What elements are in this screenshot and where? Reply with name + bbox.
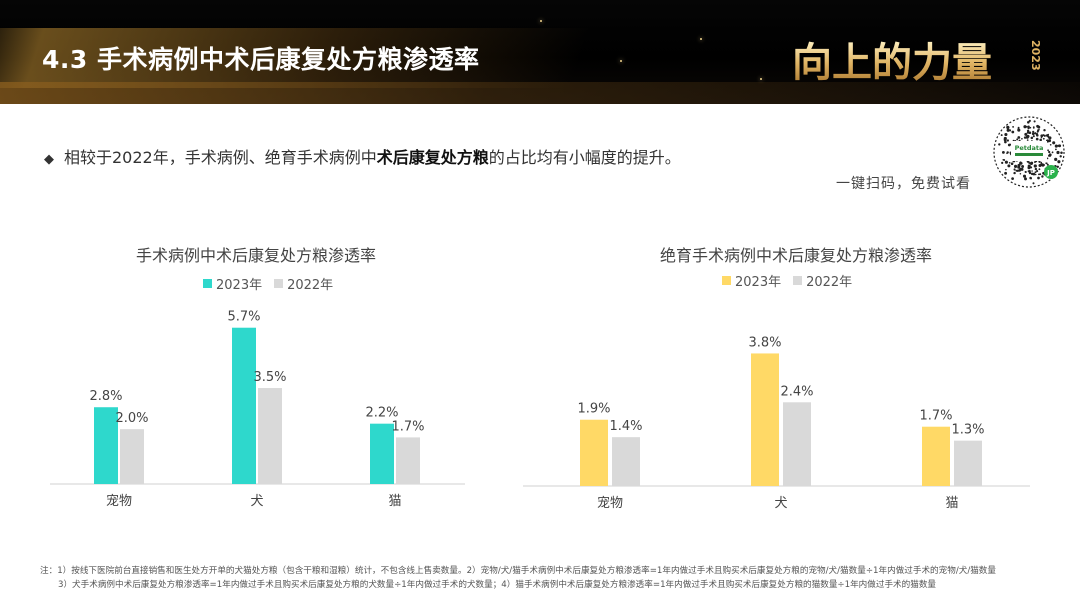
legend-item-2022: 2022年 (793, 271, 852, 290)
chart-2-title: 绝育手术病例中术后康复处方粮渗透率 (660, 246, 933, 265)
chart-1-data-label: 2.0% (115, 411, 148, 426)
qr-badge-text: JP (1046, 169, 1055, 177)
legend-label-2023: 2023年 (735, 275, 782, 290)
chart-2-category-label: 猫 (945, 496, 958, 511)
chart-2-bar-2022-2 (954, 440, 982, 486)
summary-bullet: ◆ 相较于2022年，手术病例、绝育手术病例中术后康复处方粮的占比均有小幅度的提升… (44, 144, 681, 168)
sparkle-decoration (700, 38, 702, 40)
chart-2-bar-2022-1 (783, 402, 811, 486)
chart-1-data-label: 2.2% (365, 406, 398, 421)
summary-text-before: 相较于2022年，手术病例、绝育手术病例中 (64, 148, 377, 167)
chart-2-data-label: 1.3% (951, 423, 984, 438)
chart-2-category-label: 犬 (774, 496, 787, 511)
chart-1-bar-2022-1 (258, 388, 282, 484)
chart-1-title: 手术病例中术后康复处方粮渗透率 (136, 246, 377, 265)
brand-logo-year: 2023 (1029, 40, 1042, 71)
qr-logo-text: Petdata (1015, 144, 1044, 152)
brand-logo: 向上的力量 2023 (792, 40, 1042, 86)
header-gold-strip (0, 82, 1080, 104)
chart-1-category-label: 宠物 (106, 493, 132, 509)
chart-2-data-label: 2.4% (780, 384, 813, 399)
qr-code-icon[interactable]: Petdata JP (993, 116, 1065, 188)
legend-swatch-2022 (793, 276, 803, 285)
header-banner: 4.3 手术病例中术后康复处方粮渗透率 向上的力量 2023 (0, 0, 1080, 104)
chart-2-bar-2023-2 (922, 426, 950, 486)
chart-2-legend: 2023年 2022年 (722, 271, 864, 290)
footnote-line-1: 注：1）按线下医院前台直接销售和医生处方开单的犬猫处方粮（包含干粮和湿粮）统计，… (40, 566, 996, 576)
diamond-bullet-icon: ◆ (44, 152, 54, 167)
legend-swatch-2023 (203, 279, 212, 288)
chart-2-data-label: 3.8% (748, 335, 781, 350)
sparkle-decoration (540, 20, 542, 22)
chart-2-bar-2023-1 (751, 353, 779, 486)
chart-2-category-label: 宠物 (597, 495, 623, 511)
chart-2-data-label: 1.4% (609, 419, 642, 434)
chart-1-legend: 2023年 2022年 (203, 274, 345, 293)
chart-1-bar-2023-1 (232, 327, 256, 484)
sparkle-decoration (760, 78, 762, 80)
legend-item-2023: 2023年 (203, 274, 262, 293)
chart-1-data-label: 3.5% (253, 370, 286, 385)
page-title: 4.3 手术病例中术后康复处方粮渗透率 (42, 45, 480, 74)
legend-label-2022: 2022年 (806, 275, 853, 290)
chart-2-bar-2023-0 (580, 419, 608, 486)
chart-1-data-label: 1.7% (391, 419, 424, 434)
chart-1-category-label: 猫 (388, 494, 401, 509)
legend-item-2023: 2023年 (722, 271, 781, 290)
chart-1-bar-2022-0 (120, 429, 144, 484)
chart-1-bar-2023-0 (94, 407, 118, 484)
summary-text-bold: 术后康复处方粮 (376, 148, 489, 167)
chart-1-data-label: 5.7% (227, 310, 260, 325)
legend-label-2023: 2023年 (216, 278, 263, 293)
chart-2-data-label: 1.9% (577, 402, 610, 417)
chart-1-data-label: 2.8% (89, 389, 122, 404)
legend-label-2022: 2022年 (287, 278, 334, 293)
sparkle-decoration (620, 60, 622, 62)
footnote-line-2: 3）犬手术病例中术后康复处方粮渗透率=1年内做过手术且购买术后康复处方粮的犬数量… (58, 580, 937, 590)
chart-1-category-label: 犬 (250, 494, 263, 509)
legend-swatch-2022 (274, 279, 284, 288)
qr-caption: 一键扫码，免费试看 (836, 176, 971, 192)
legend-swatch-2023 (722, 276, 731, 285)
chart-2-data-label: 1.7% (919, 409, 952, 424)
chart-2-bar-2022-0 (612, 437, 640, 486)
brand-logo-text: 向上的力量 (792, 40, 992, 86)
chart-1-bar-2022-2 (396, 437, 420, 484)
summary-text-after: 的占比均有小幅度的提升。 (488, 148, 681, 167)
chart-1-bar-2023-2 (370, 423, 394, 484)
legend-item-2022: 2022年 (274, 274, 333, 293)
